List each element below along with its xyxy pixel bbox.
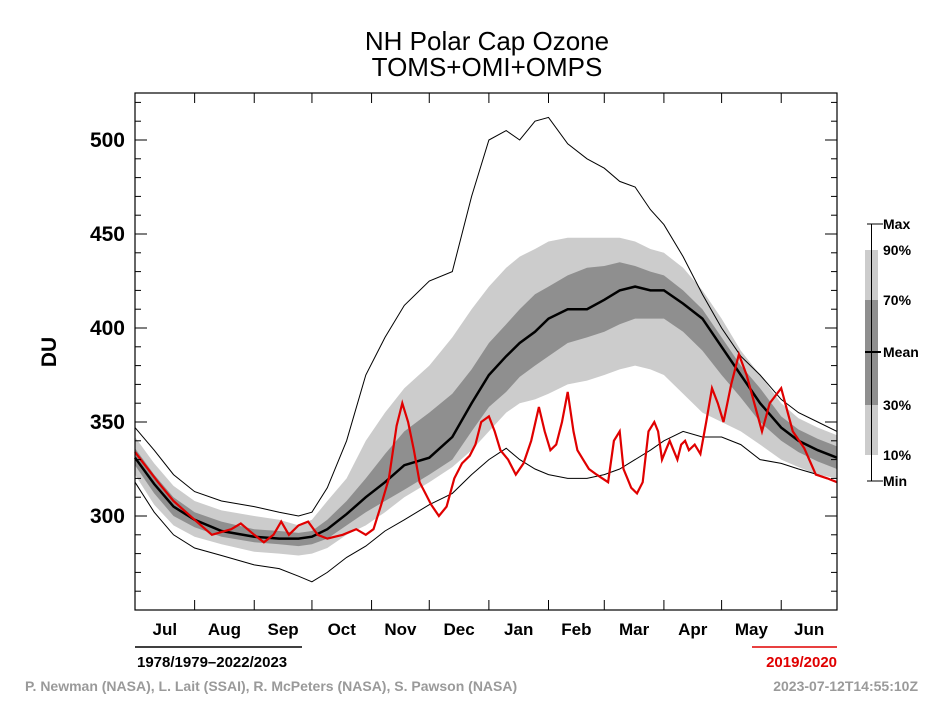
legend-label: Max xyxy=(883,216,910,232)
legend-label: Min xyxy=(883,473,907,489)
current-year-line xyxy=(134,350,838,544)
chart-title: NH Polar Cap Ozone xyxy=(365,26,609,56)
legend-label: 90% xyxy=(883,242,912,258)
mean-line xyxy=(133,285,838,540)
y-tick-label: 400 xyxy=(90,317,125,340)
y-tick-label: 450 xyxy=(90,223,125,246)
y-tick-label: 500 xyxy=(90,129,125,152)
x-tick-label: Jul xyxy=(153,620,178,639)
x-tick-label: Feb xyxy=(561,620,591,639)
x-tick-label: May xyxy=(735,620,769,639)
x-tick-label: Oct xyxy=(328,620,357,639)
max-line xyxy=(134,116,838,517)
x-tick-label: Sep xyxy=(267,620,298,639)
climatology-period-label: 1978/1979–2022/2023 xyxy=(137,654,287,671)
authors-credit: P. Newman (NASA), L. Lait (SSAI), R. McP… xyxy=(25,678,517,694)
y-axis-label: DU xyxy=(38,337,61,367)
timestamp: 2023-07-12T14:55:10Z xyxy=(773,678,918,694)
legend-label: Mean xyxy=(883,344,919,360)
x-tick-label: Dec xyxy=(443,620,474,639)
plot-frame xyxy=(134,92,838,611)
x-tick-label: Apr xyxy=(678,620,708,639)
legend-label: 70% xyxy=(883,292,912,308)
plot-area xyxy=(133,116,838,583)
x-tick-label: Nov xyxy=(384,620,417,639)
axes: 300 350 400 450 500 Jul Aug Sep Oct Nov Dec Jan Feb M… xyxy=(90,92,838,639)
legend-label: 10% xyxy=(883,447,912,463)
y-tick-label: 300 xyxy=(90,505,125,528)
current-year-label: 2019/2020 xyxy=(766,654,837,671)
band-30-70 xyxy=(135,262,837,547)
chart-subtitle: TOMS+OMI+OMPS xyxy=(372,52,603,82)
legend-label: 30% xyxy=(883,397,912,413)
x-tick-label: Mar xyxy=(619,620,650,639)
min-line xyxy=(134,430,838,583)
y-tick-label: 350 xyxy=(90,411,125,434)
x-tick-label: Jan xyxy=(504,620,533,639)
legend: Max 90% 70% Mean 30% 10% Min xyxy=(865,216,919,489)
x-tick-label: Jun xyxy=(794,620,824,639)
x-tick-label: Aug xyxy=(208,620,241,639)
